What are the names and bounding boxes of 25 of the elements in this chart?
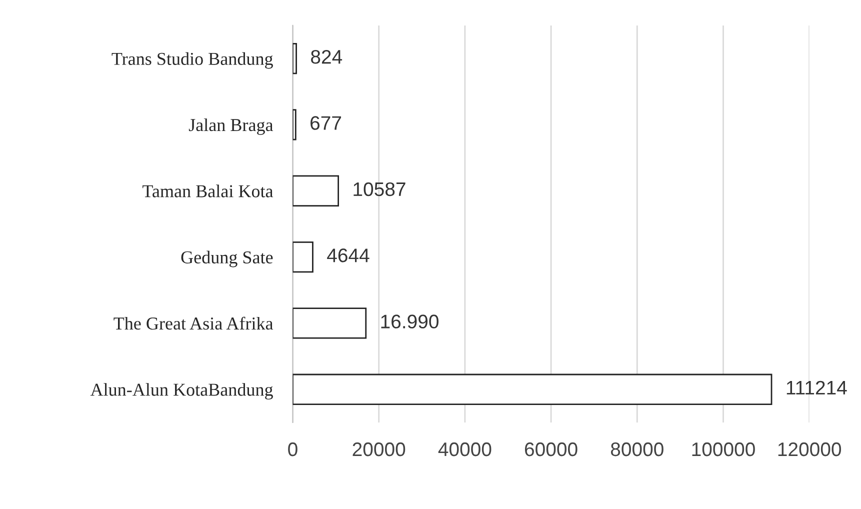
y-tick-label: Taman Balai Kota [142, 184, 274, 198]
data-label: 10587 [354, 182, 406, 196]
bar [292, 175, 340, 206]
x-tick-label: 0 [288, 442, 298, 456]
y-tick-label: Trans Studio Bandung [112, 52, 273, 69]
bar [292, 241, 314, 273]
bar [292, 374, 772, 405]
data-label: 111214 [786, 380, 847, 394]
x-tick-label: 120000 [778, 442, 842, 456]
y-tick-label: The Great Asia Afrika [114, 316, 274, 330]
x-tick-label: 20000 [352, 442, 406, 456]
bar [292, 308, 367, 339]
x-tick-label: 40000 [438, 442, 492, 456]
data-label: 824 [311, 50, 342, 64]
data-label: 4644 [327, 248, 370, 262]
y-tick-label: Jalan Braga [188, 118, 274, 135]
x-tick-label: 80000 [610, 442, 664, 456]
data-label: 16.990 [381, 314, 438, 328]
x-tick-label: 60000 [524, 442, 578, 456]
x-tick-label: 100000 [692, 442, 755, 456]
bar [292, 42, 297, 74]
bar [292, 109, 296, 140]
data-label: 677 [310, 116, 342, 130]
y-tick-label: Gedung Sate [181, 250, 273, 268]
y-tick-label: Alun-Alun KotaBandung [90, 383, 273, 400]
